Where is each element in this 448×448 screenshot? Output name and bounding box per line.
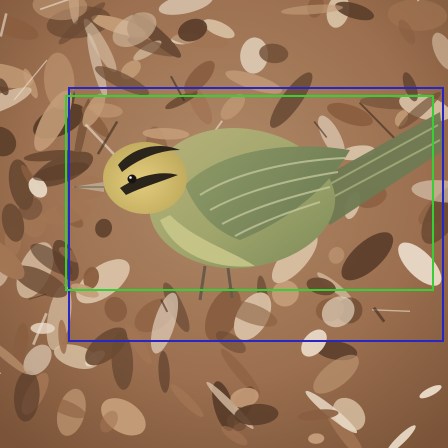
- leaf: [220, 94, 246, 120]
- leaf: [184, 60, 215, 94]
- leaf: [328, 247, 345, 264]
- leaf: [32, 162, 89, 181]
- leaf: [0, 78, 9, 96]
- leaf: [1, 203, 25, 242]
- leaf: [87, 33, 107, 98]
- crown-stripe: [120, 173, 178, 195]
- leaf: [327, 102, 373, 127]
- leaf: [158, 0, 213, 15]
- twig: [96, 120, 119, 155]
- leaf: [30, 322, 55, 334]
- twig: [13, 59, 48, 101]
- leaf: [150, 292, 179, 354]
- leaf: [82, 93, 106, 128]
- twig: [372, 309, 411, 312]
- twig: [28, 293, 47, 300]
- leaf: [95, 218, 113, 238]
- bounding-box-outer: [68, 87, 444, 342]
- leaf: [301, 329, 327, 357]
- leaf: [100, 410, 118, 433]
- leaf: [112, 12, 157, 48]
- leaf: [234, 403, 279, 426]
- leaf: [170, 384, 204, 418]
- leaf: [398, 242, 442, 286]
- leaf: [28, 177, 48, 198]
- leaf: [32, 0, 88, 21]
- leaf: [341, 232, 394, 281]
- bird-eye: [127, 174, 137, 184]
- leaf: [398, 19, 416, 45]
- leaf: [313, 354, 359, 394]
- twig: [372, 306, 386, 323]
- leaf: [85, 327, 128, 366]
- leaf: [411, 180, 448, 203]
- leaf: [259, 43, 289, 64]
- leaf: [271, 280, 299, 307]
- leaf: [308, 433, 325, 444]
- bird-belly: [160, 215, 255, 267]
- bird-wing: [185, 146, 350, 240]
- leaf: [0, 14, 39, 40]
- leaf: [58, 247, 82, 263]
- leaf: [230, 387, 259, 408]
- leaf: [58, 2, 106, 45]
- leaf: [34, 90, 73, 151]
- leaf: [23, 344, 52, 376]
- leaf: [58, 319, 67, 354]
- twig: [39, 0, 70, 11]
- leaf: [18, 197, 43, 220]
- leaf: [215, 331, 246, 354]
- leaf: [297, 409, 339, 421]
- leaf: [224, 300, 278, 327]
- leaf: [419, 385, 442, 399]
- leaf: [83, 18, 117, 73]
- leaf: [0, 87, 32, 117]
- twig: [32, 312, 48, 346]
- leaf: [0, 238, 25, 280]
- leaf: [432, 32, 448, 71]
- twig: [160, 299, 169, 313]
- leaf: [13, 322, 29, 365]
- twig: [313, 121, 328, 138]
- leaf: [220, 349, 261, 396]
- leaf: [386, 425, 416, 448]
- leaf: [335, 1, 375, 21]
- leaf: [0, 338, 29, 375]
- leaf: [45, 397, 86, 419]
- leaf: [142, 128, 190, 140]
- twig: [358, 101, 396, 139]
- leaf: [318, 115, 345, 159]
- twig: [0, 13, 8, 37]
- bounding-box-inner: [65, 95, 434, 291]
- leaf: [0, 126, 17, 157]
- leaf: [104, 296, 127, 322]
- bird-tail: [300, 112, 444, 225]
- leaf: [14, 370, 40, 422]
- leaf: [269, 72, 313, 128]
- leaf: [221, 425, 248, 446]
- leaf: [402, 72, 418, 102]
- leaf: [125, 323, 152, 364]
- bird: [72, 112, 444, 301]
- leaf: [321, 296, 355, 328]
- leaf: [12, 265, 68, 298]
- leaf: [0, 63, 34, 89]
- leaf: [177, 18, 208, 42]
- leaf: [398, 92, 441, 130]
- leaf: [83, 266, 100, 289]
- leaf: [281, 4, 343, 15]
- leaf: [158, 350, 170, 393]
- leaf: [240, 37, 269, 74]
- bird-leg: [198, 265, 234, 301]
- leaf: [202, 19, 235, 39]
- leaf: [23, 150, 77, 162]
- crown-stripe: [118, 145, 180, 172]
